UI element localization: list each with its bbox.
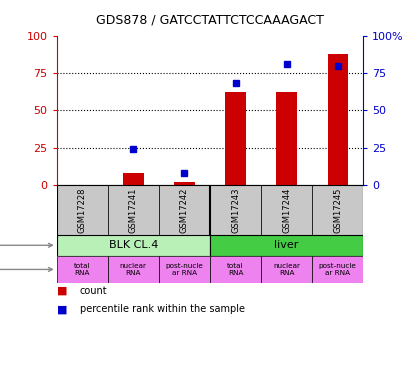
Text: GSM17228: GSM17228 [78, 187, 87, 232]
Bar [57, 185, 108, 235]
Bar [328, 54, 348, 185]
Bar [210, 256, 261, 283]
Text: nuclear
RNA: nuclear RNA [120, 263, 147, 276]
Bar [108, 185, 159, 235]
Text: percentile rank within the sample: percentile rank within the sample [80, 304, 245, 314]
Bar [159, 185, 210, 235]
Text: BLK CL.4: BLK CL.4 [109, 240, 158, 250]
Bar [159, 256, 210, 283]
Text: count: count [80, 286, 108, 296]
Bar [123, 173, 144, 185]
Text: GSM17242: GSM17242 [180, 187, 189, 232]
Bar [261, 185, 312, 235]
Bar [276, 92, 297, 185]
Text: liver: liver [274, 240, 299, 250]
Text: total
RNA: total RNA [227, 263, 244, 276]
Bar [312, 185, 363, 235]
Bar [312, 256, 363, 283]
Bar [57, 235, 210, 256]
Bar [108, 256, 159, 283]
Text: GSM17245: GSM17245 [333, 187, 342, 232]
Text: post-nucle
ar RNA: post-nucle ar RNA [319, 263, 357, 276]
Text: protocol: protocol [0, 264, 52, 274]
Text: GSM17243: GSM17243 [231, 187, 240, 232]
Bar [210, 235, 363, 256]
Text: post-nucle
ar RNA: post-nucle ar RNA [165, 263, 203, 276]
Text: GSM17244: GSM17244 [282, 187, 291, 232]
Bar [174, 182, 195, 185]
Text: ■: ■ [57, 304, 67, 314]
Bar [225, 92, 246, 185]
Text: nuclear
RNA: nuclear RNA [273, 263, 300, 276]
Text: GSM17241: GSM17241 [129, 187, 138, 232]
Text: ■: ■ [57, 286, 67, 296]
Text: cell type: cell type [0, 240, 52, 250]
Bar [210, 185, 261, 235]
Bar [57, 256, 108, 283]
Bar [261, 256, 312, 283]
Text: total
RNA: total RNA [74, 263, 90, 276]
Text: GDS878 / GATCCTATTCTCCAAAGACT: GDS878 / GATCCTATTCTCCAAAGACT [96, 13, 324, 26]
